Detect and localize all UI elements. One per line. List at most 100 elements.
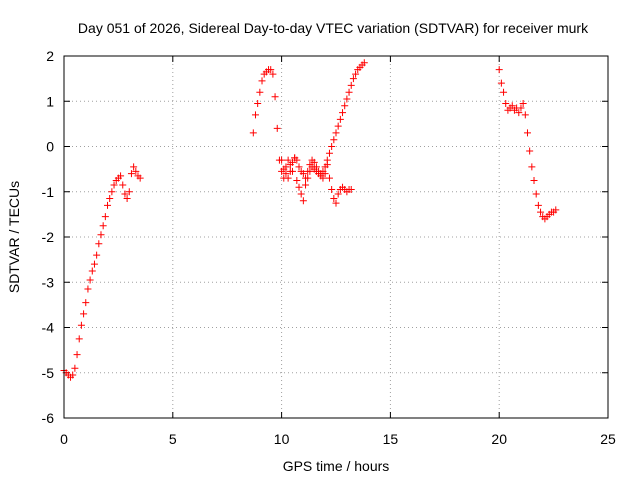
- data-point: [299, 197, 307, 205]
- data-point: [332, 199, 340, 207]
- data-point: [80, 310, 88, 318]
- data-point: [286, 167, 294, 175]
- x-tick-label: 15: [383, 431, 399, 447]
- x-tick-label: 20: [491, 431, 507, 447]
- data-point: [99, 222, 107, 230]
- data-point: [249, 129, 257, 137]
- data-point: [82, 299, 90, 307]
- data-point: [125, 188, 133, 196]
- data-point: [267, 66, 275, 74]
- data-point: [334, 190, 342, 198]
- data-point: [323, 156, 331, 164]
- data-point: [500, 88, 508, 96]
- data-point: [73, 351, 81, 359]
- data-point: [530, 176, 538, 184]
- data-point: [328, 185, 336, 193]
- data-point: [123, 195, 131, 203]
- series-segment-2: [249, 66, 355, 207]
- x-tick-label: 5: [169, 431, 177, 447]
- data-point: [88, 267, 96, 275]
- x-tick-label: 10: [274, 431, 290, 447]
- x-tick-label: 0: [60, 431, 68, 447]
- data-point: [528, 163, 536, 171]
- data-point: [110, 181, 118, 189]
- y-tick-label: -1: [42, 184, 55, 200]
- data-point: [273, 124, 281, 132]
- data-point: [288, 158, 296, 166]
- data-point: [278, 156, 286, 164]
- data-point: [336, 115, 344, 123]
- data-point: [325, 149, 333, 157]
- data-point: [293, 156, 301, 164]
- data-point: [256, 88, 264, 96]
- data-point: [343, 95, 351, 103]
- data-point: [306, 161, 314, 169]
- data-point: [319, 167, 327, 175]
- data-point: [330, 136, 338, 144]
- data-point: [304, 167, 312, 175]
- data-point: [284, 174, 292, 182]
- data-point: [341, 102, 349, 110]
- data-point: [515, 109, 523, 117]
- chart-title: Day 051 of 2026, Sidereal Day-to-day VTE…: [78, 20, 589, 36]
- data-point: [495, 66, 503, 74]
- data-point: [101, 213, 109, 221]
- data-point: [537, 208, 545, 216]
- y-tick-label: 0: [46, 139, 54, 155]
- data-point: [526, 147, 534, 155]
- data-point: [299, 170, 307, 178]
- data-point: [75, 335, 83, 343]
- data-point: [325, 174, 333, 182]
- y-tick-label: -5: [42, 365, 55, 381]
- data-point: [352, 70, 360, 78]
- data-point: [251, 111, 259, 119]
- data-point: [77, 321, 85, 329]
- data-point: [347, 185, 355, 193]
- y-tick-label: -2: [42, 229, 55, 245]
- data-point: [84, 285, 92, 293]
- y-axis-tick-labels: -6 -5 -4 -3 -2 -1 0 1 2: [42, 48, 55, 426]
- data-point: [69, 371, 77, 379]
- data-point: [271, 93, 279, 101]
- data-point: [293, 176, 301, 184]
- data-point: [280, 165, 288, 173]
- data-point: [106, 195, 114, 203]
- data-point: [345, 88, 353, 96]
- data-point: [534, 201, 542, 209]
- data-point: [71, 364, 79, 372]
- data-point: [284, 156, 292, 164]
- data-point: [330, 195, 338, 203]
- data-point: [130, 163, 138, 171]
- data-point: [269, 70, 277, 78]
- data-points: [60, 59, 560, 381]
- data-point: [312, 163, 320, 171]
- data-point: [132, 167, 140, 175]
- series-segment-3: [278, 59, 368, 182]
- data-point: [93, 251, 101, 259]
- data-point: [517, 104, 525, 112]
- data-point: [108, 188, 116, 196]
- data-point: [497, 79, 505, 87]
- data-point: [121, 190, 129, 198]
- data-point: [117, 172, 125, 180]
- plot-frame: [63, 55, 609, 419]
- data-point: [258, 77, 266, 85]
- x-tick-label: 25: [600, 431, 616, 447]
- data-point: [302, 181, 310, 189]
- data-point: [295, 163, 303, 171]
- data-point: [321, 163, 329, 171]
- data-point: [552, 206, 560, 214]
- data-point: [519, 100, 527, 108]
- y-tick-label: 1: [46, 93, 54, 109]
- data-point: [319, 174, 327, 182]
- data-point: [310, 158, 318, 166]
- data-point: [532, 190, 540, 198]
- data-point: [334, 122, 342, 130]
- data-point: [95, 240, 103, 248]
- data-point: [254, 100, 262, 108]
- data-point: [502, 100, 510, 108]
- y-tick-label: 2: [46, 48, 54, 64]
- data-point: [339, 109, 347, 117]
- data-point: [508, 102, 516, 110]
